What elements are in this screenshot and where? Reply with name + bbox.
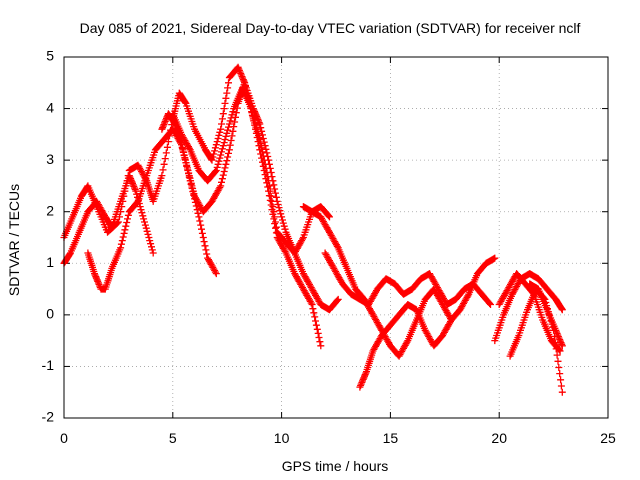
point-markers-sat-g [356, 301, 455, 391]
y-tick-label: -1 [42, 357, 55, 373]
x-tick-label: 10 [274, 430, 290, 446]
point-markers-sat-i [491, 270, 566, 345]
x-tick-label: 25 [600, 430, 616, 446]
series-sat-e [169, 84, 325, 350]
y-tick-label: 1 [46, 254, 54, 270]
data-points [60, 63, 566, 396]
series-sat-g [356, 301, 455, 391]
series-sat-d [158, 79, 342, 314]
y-tick-label: 2 [46, 202, 54, 218]
point-markers-sat-f [299, 203, 499, 360]
y-axis-label: SDTVAR / TECUs [6, 184, 22, 296]
point-markers-sat-h [321, 249, 494, 308]
point-markers-sat-d [158, 79, 342, 314]
point-markers-sat-l [526, 280, 566, 350]
point-markers-sat-e [169, 84, 325, 350]
series-sat-h [321, 249, 494, 308]
y-tick-label: 4 [46, 99, 54, 115]
y-tick-label: -2 [42, 409, 55, 425]
series-sat-i [491, 270, 566, 345]
y-tick-label: 3 [46, 151, 54, 167]
series-sat-l [526, 280, 566, 350]
x-tick-label: 5 [169, 430, 177, 446]
axis-ticks: -2 -1 0 1 2 3 4 5 0 5 10 15 20 25 [42, 48, 616, 446]
plot-frame [63, 56, 609, 419]
x-tick-label: 15 [383, 430, 399, 446]
series-sat-f [299, 203, 499, 360]
x-tick-label: 0 [60, 430, 68, 446]
x-tick-label: 20 [491, 430, 507, 446]
y-tick-label: 0 [46, 306, 54, 322]
y-tick-label: 5 [46, 48, 54, 64]
chart-title: Day 085 of 2021, Sidereal Day-to-day VTE… [80, 20, 581, 36]
x-axis-label: GPS time / hours [282, 458, 389, 474]
